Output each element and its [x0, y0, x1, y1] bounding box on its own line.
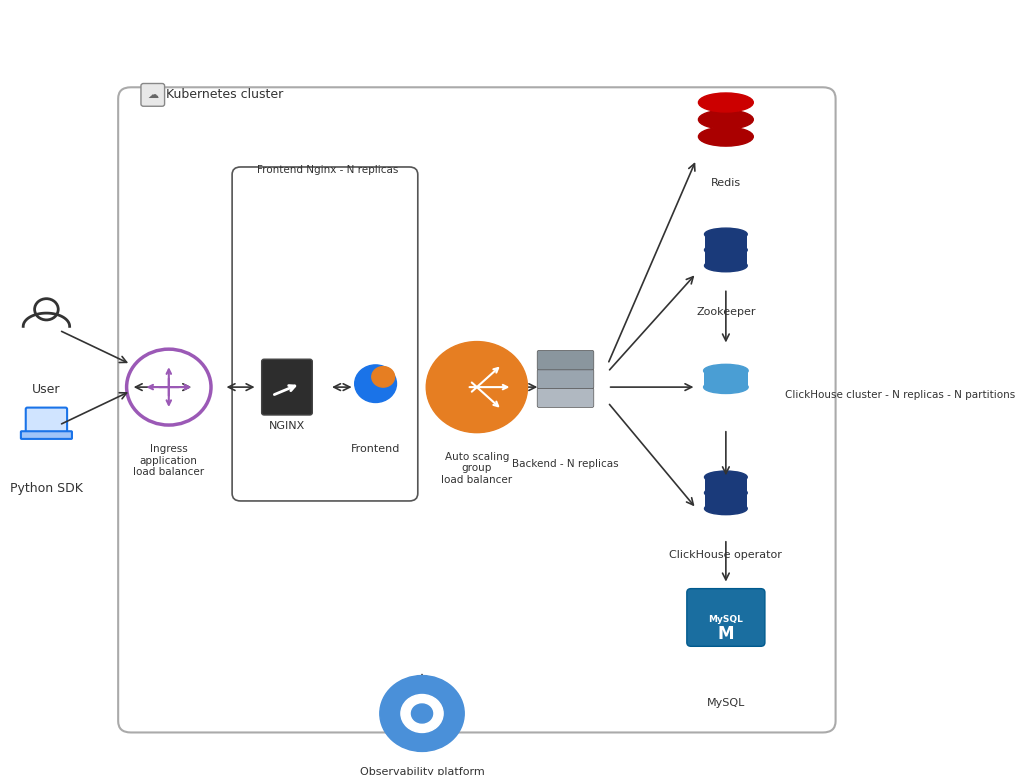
Text: MySQL: MySQL — [707, 698, 745, 708]
Circle shape — [426, 342, 528, 432]
FancyBboxPatch shape — [262, 359, 312, 415]
FancyBboxPatch shape — [703, 370, 748, 387]
FancyBboxPatch shape — [537, 350, 594, 370]
Text: Ingress
application
load balancer: Ingress application load balancer — [133, 444, 205, 477]
Text: Frontend: Frontend — [351, 444, 400, 454]
FancyBboxPatch shape — [537, 369, 594, 388]
Text: NGINX: NGINX — [269, 422, 305, 431]
Text: ClickHouse cluster - N replicas - N partitions: ClickHouse cluster - N replicas - N part… — [785, 390, 1015, 400]
Ellipse shape — [704, 471, 747, 484]
Circle shape — [412, 704, 433, 723]
Circle shape — [380, 676, 465, 752]
Text: ClickHouse operator: ClickHouse operator — [669, 550, 783, 560]
Text: ☁: ☁ — [147, 90, 158, 100]
Text: Redis: Redis — [711, 178, 741, 188]
Text: Observability platform: Observability platform — [360, 766, 484, 775]
Ellipse shape — [703, 381, 748, 394]
Ellipse shape — [704, 487, 747, 499]
Ellipse shape — [704, 244, 747, 256]
Text: Auto scaling
group
load balancer: Auto scaling group load balancer — [441, 452, 513, 485]
Text: User: User — [33, 384, 61, 396]
FancyBboxPatch shape — [704, 477, 747, 493]
Circle shape — [400, 694, 443, 732]
Ellipse shape — [703, 364, 748, 377]
FancyBboxPatch shape — [704, 493, 747, 508]
Ellipse shape — [704, 228, 747, 240]
FancyBboxPatch shape — [25, 408, 67, 435]
FancyBboxPatch shape — [21, 431, 72, 439]
Ellipse shape — [704, 502, 747, 515]
Text: Backend - N replicas: Backend - N replicas — [513, 460, 619, 469]
FancyBboxPatch shape — [141, 84, 165, 106]
Ellipse shape — [698, 110, 753, 129]
Circle shape — [372, 367, 394, 387]
FancyBboxPatch shape — [687, 589, 765, 646]
Text: Frontend Nginx - N replicas: Frontend Nginx - N replicas — [258, 164, 398, 174]
Text: Kubernetes cluster: Kubernetes cluster — [166, 88, 283, 102]
Ellipse shape — [704, 260, 747, 272]
Text: MySQL: MySQL — [708, 615, 743, 624]
Text: M: M — [717, 625, 734, 643]
Circle shape — [355, 365, 396, 402]
Ellipse shape — [698, 93, 753, 112]
FancyBboxPatch shape — [704, 234, 747, 250]
FancyBboxPatch shape — [537, 388, 594, 408]
Text: Zookeeper: Zookeeper — [696, 308, 756, 318]
Ellipse shape — [698, 127, 753, 146]
Text: Python SDK: Python SDK — [10, 482, 83, 495]
FancyBboxPatch shape — [704, 250, 747, 266]
